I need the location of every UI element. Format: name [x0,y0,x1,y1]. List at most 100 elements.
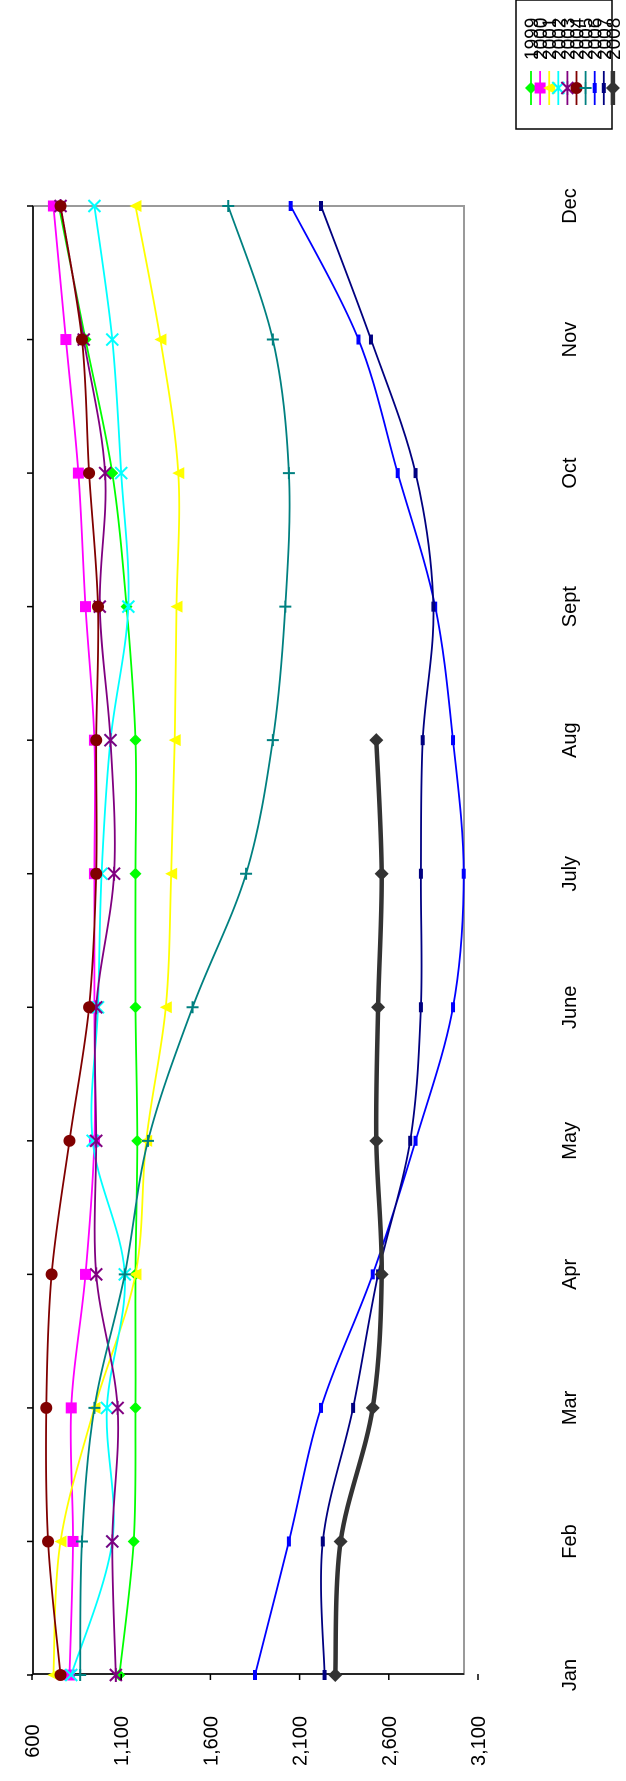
data-point-2001-dec [129,200,142,212]
data-point-2006-apr [370,1269,375,1280]
data-point-2000-oct [72,467,84,479]
data-point-2000-nov [60,334,72,346]
data-point-2000-jan [63,1669,75,1681]
data-point-2007-may [408,1135,413,1146]
data-point-2005-oct [282,467,295,480]
data-point-2000-feb [67,1535,79,1547]
data-point-2004-mar [40,1401,53,1414]
legend-item-2004: 2004 [568,17,589,105]
data-point-2007-mar [351,1402,356,1413]
legend-label: 2008 [604,18,625,60]
data-point-2005-mar [88,1401,101,1414]
legend-label: 2004 [568,17,589,60]
data-point-2007-sept [431,601,436,612]
category-tick-label: Apr [559,1258,581,1289]
data-point-2006-feb [286,1536,291,1547]
legend-swatch-marker [543,82,556,94]
data-point-2007-dec [319,201,324,211]
data-point-2007-july [418,868,423,879]
category-tick-label: Feb [559,1524,581,1558]
legend-swatch-marker [525,82,537,94]
data-point-2003-mar [110,1400,125,1415]
series-2007 [319,201,436,1680]
data-point-2002-sept [121,599,136,614]
data-point-2004-oct [83,467,96,480]
data-point-2004-nov [75,333,88,346]
legend-item-2006: 2006 [586,18,607,105]
series-2008 [328,733,389,1682]
legend-item-2005: 2005 [577,18,598,105]
data-point-2000-sept [80,601,92,613]
series-line-2006 [254,205,465,1676]
category-tick-label: Oct [559,457,581,489]
series-2005 [74,200,295,1681]
series-2003 [53,199,125,1682]
plot-frame [32,205,465,1675]
data-point-2006-may [413,1135,418,1146]
data-point-2001-sept [170,600,183,613]
data-point-2007-june [418,1002,423,1013]
data-point-1999-aug [129,734,142,747]
data-point-2005-nov [266,333,279,346]
legend-swatch-marker [560,81,575,95]
legend-swatch-marker [601,83,606,93]
value-tick-label: 600 [22,1724,44,1757]
legend-item-2001: 2001 [540,18,561,105]
legend-swatch-marker [570,82,583,94]
data-point-2003-jan [109,1668,123,1682]
data-point-2002-oct [114,466,128,480]
data-point-2004-june [83,1001,96,1014]
data-point-2008-july [374,866,389,881]
data-point-2000-may [88,1135,100,1147]
data-point-2008-mar [365,1400,380,1415]
legend-label: 2001 [540,18,561,60]
data-point-2004-apr [45,1268,58,1281]
x-axis-ticks: Jan Feb Mar Apr May June July Aug Sept Oct Nov Dec [27,188,581,1691]
data-point-2001-apr [129,1268,142,1281]
value-tick-label: 2,100 [290,1716,312,1766]
data-point-2001-july [165,867,178,880]
data-point-2006-nov [356,334,361,345]
series-line-2002 [70,205,130,1676]
series-line-2001 [52,205,181,1676]
category-tick-label: Mar [559,1390,581,1425]
legend-label: 2006 [586,18,607,60]
data-point-2003-feb [105,1534,119,1549]
y-axis-ticks: 600 1,100 1,600 2,100 2,600 3,100 [22,1674,490,1766]
data-point-2006-jan [253,1670,257,1680]
data-point-2003-may [89,1133,103,1148]
series-line-2003 [59,205,120,1676]
data-point-1999-feb [127,1535,140,1548]
value-tick-label: 1,100 [111,1716,133,1766]
legend-label: 2002 [549,18,570,60]
data-point-2004-jan [54,1669,67,1681]
data-point-2005-jan [74,1669,87,1681]
series-line-2008 [333,737,384,1678]
legend-item-2003: 2003 [558,18,579,105]
value-tick-label: 3,100 [468,1716,490,1766]
category-tick-label: Jan [559,1659,581,1691]
category-tick-label: Sept [559,586,581,628]
legend-box [515,0,613,130]
category-tick-label: May [559,1122,581,1160]
value-tick-label: 2,600 [379,1716,401,1766]
data-point-1999-sept [120,600,133,613]
data-point-2001-june [159,1001,172,1014]
data-point-2003-july [107,866,121,881]
legend-label: 2000 [531,18,552,60]
data-point-2007-oct [413,468,418,479]
data-point-2008-feb [333,1534,348,1549]
data-point-1999-may [131,1134,144,1147]
series-line-1999 [57,205,139,1676]
data-point-2005-july [240,867,253,880]
data-point-2005-june [186,1001,199,1014]
data-point-2002-mar [100,1401,114,1415]
legend-label: 1999 [522,18,543,60]
data-point-1999-july [129,867,142,880]
series-line-2004 [45,205,100,1676]
data-point-2000-apr [80,1268,92,1280]
series-line-2007 [320,205,435,1676]
data-point-2006-aug [451,735,456,746]
data-point-2005-feb [75,1535,88,1548]
data-point-2008-june [371,1000,386,1015]
